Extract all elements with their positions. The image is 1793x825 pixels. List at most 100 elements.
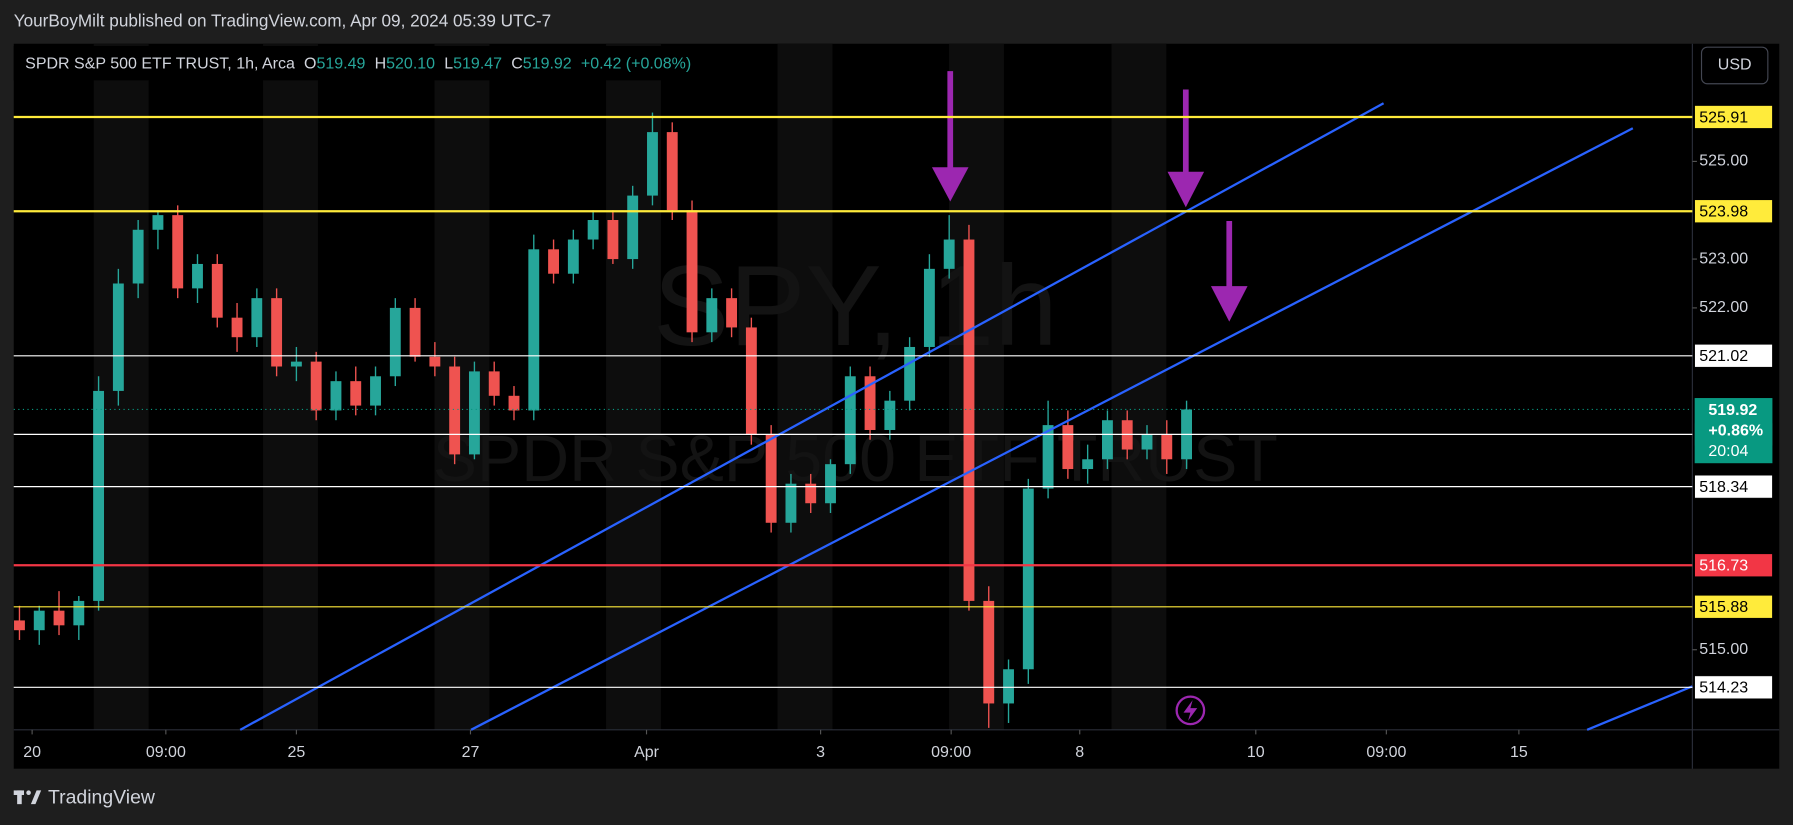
logo-part xyxy=(26,790,31,795)
candle-body xyxy=(765,434,777,523)
x-tick-label: 09:00 xyxy=(931,744,971,761)
level-label: 516.73 xyxy=(1699,558,1748,575)
x-tick-label: 27 xyxy=(462,744,480,761)
candle-body xyxy=(192,263,203,289)
arrow-head xyxy=(931,167,969,202)
level-label-bg xyxy=(1694,105,1773,129)
c-key: C xyxy=(511,56,523,73)
h-key: H xyxy=(375,56,387,73)
x-tick-label: 25 xyxy=(287,744,305,761)
level-label-bg xyxy=(1694,675,1773,700)
level-label-bg xyxy=(1694,595,1773,619)
currency[interactable]: USD xyxy=(1718,57,1752,74)
countdown: 20:04 xyxy=(1708,443,1748,460)
candle-body xyxy=(389,307,401,377)
plot xyxy=(14,102,1693,731)
icon-ring[interactable] xyxy=(1175,695,1206,726)
x-tick-label: 10 xyxy=(1247,744,1265,761)
candle-body xyxy=(567,239,579,274)
candle-body xyxy=(53,610,65,626)
candle-body xyxy=(647,132,658,196)
trend-line xyxy=(239,102,1385,731)
candle-body xyxy=(587,220,599,240)
candle-body xyxy=(1042,425,1054,489)
logo-part xyxy=(17,790,22,805)
icon-bolt[interactable] xyxy=(1183,700,1198,721)
logo-part xyxy=(30,790,42,805)
candle-body xyxy=(1082,459,1094,470)
candle-body xyxy=(528,249,540,411)
candle-body xyxy=(132,229,144,284)
y-tick-label: 515.00 xyxy=(1699,641,1748,658)
candle-body xyxy=(1003,669,1014,704)
h-value: 520.10 xyxy=(386,56,435,73)
candle-body xyxy=(14,620,25,631)
candle-body xyxy=(943,239,955,269)
candle-body xyxy=(666,132,678,211)
candle-body xyxy=(231,317,243,338)
candle-body xyxy=(211,263,223,318)
candle-body xyxy=(548,249,559,274)
candle-body xyxy=(864,376,876,430)
publisher: YourBoyMilt published on TradingView.com… xyxy=(14,11,551,31)
level-label: 525.91 xyxy=(1699,109,1748,126)
candle-body xyxy=(1062,425,1074,470)
watermark: SPY, 1h xyxy=(653,242,1058,370)
legend: SPDR S&P 500 ETF TRUST, 1h, Arca O519.49 H… xyxy=(25,56,691,73)
x-tick-label: 20 xyxy=(23,744,41,761)
y-tick-label: 523.00 xyxy=(1699,250,1748,267)
candle-body xyxy=(963,239,975,601)
currency-button[interactable] xyxy=(1700,46,1769,85)
x-tick-label: 09:00 xyxy=(146,744,186,761)
footer-logo xyxy=(13,790,42,805)
candle-body xyxy=(825,464,836,504)
candle-body xyxy=(290,361,302,367)
level-label: 518.34 xyxy=(1699,479,1748,496)
trend-line xyxy=(1586,685,1693,731)
candle-body xyxy=(686,210,698,333)
candle-body xyxy=(310,361,322,411)
o-value: 519.49 xyxy=(316,56,365,73)
x-tick-label: Apr xyxy=(634,744,660,761)
y-tick-label: 522.00 xyxy=(1699,299,1748,316)
last-price-bg xyxy=(1694,398,1773,464)
x-tick-label: 3 xyxy=(816,744,825,761)
candle-body xyxy=(1161,434,1173,460)
candle-body xyxy=(508,395,520,411)
l-key: L xyxy=(444,56,453,73)
y-tick-label: 525.00 xyxy=(1699,153,1748,170)
candle-body xyxy=(745,327,757,435)
alert-icon[interactable] xyxy=(1175,695,1206,726)
c-value: 519.92 xyxy=(523,56,572,73)
legend-bg xyxy=(13,46,757,81)
candle-body xyxy=(370,376,381,406)
candle-body xyxy=(726,298,738,328)
level-label: 514.23 xyxy=(1699,680,1748,697)
session-bands xyxy=(93,43,1167,730)
arrows xyxy=(931,71,1248,322)
arrow-head xyxy=(1210,286,1248,322)
level-label-bg xyxy=(1694,474,1773,499)
band xyxy=(434,43,490,730)
l-value: 519.47 xyxy=(453,56,502,73)
x-tick-label: 09:00 xyxy=(1366,744,1406,761)
x-tick-label: 15 xyxy=(1510,744,1528,761)
candle-body xyxy=(706,298,718,333)
candle-body xyxy=(468,371,480,455)
candle-body xyxy=(152,215,164,230)
candle-body xyxy=(627,195,639,260)
candle-body xyxy=(350,381,362,406)
brand: TradingView xyxy=(48,787,156,809)
candle-body xyxy=(607,220,619,260)
level-label: 523.98 xyxy=(1699,204,1748,221)
band xyxy=(1111,43,1167,730)
candle-body xyxy=(93,390,105,601)
o-key: O xyxy=(304,56,316,73)
trend-line xyxy=(470,127,1634,731)
arrow-head xyxy=(1167,171,1205,208)
candle-body xyxy=(73,600,85,626)
candle-body xyxy=(1101,420,1113,460)
candle-body xyxy=(330,381,342,411)
candle-body xyxy=(271,298,283,367)
